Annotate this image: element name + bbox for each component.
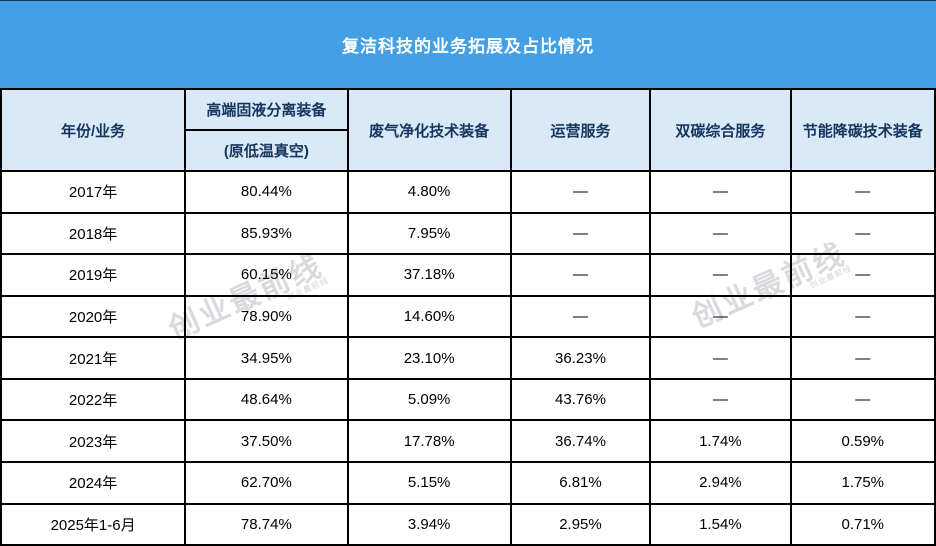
header-solid-liquid-separation: 高端固液分离装备 (原低温真空) [186,90,349,170]
table-row: 2017年 80.44% 4.80% — — — [2,172,934,214]
value-cell: — [512,296,652,337]
value-cell: 5.09% [349,379,512,420]
table-row: 2018年 85.93% 7.95% — — — [2,213,934,256]
value-cell: 3.94% [349,504,512,545]
table-row: 2023年 37.50% 17.78% 36.74% 1.74% 0.59% [2,421,934,463]
value-cell: — [651,338,792,378]
value-cell: 1.74% [651,421,792,461]
value-cell: — [651,296,792,337]
value-cell: — [855,183,871,201]
value-cell: 23.10% [349,338,512,378]
value-cell: — [512,255,652,295]
header-solid-liquid-separation-line1: 高端固液分离装备 [186,90,347,131]
value-cell: 14.60% [349,296,512,337]
value-cell: 43.76% [512,379,652,420]
value-cell: 80.44% [186,172,349,212]
table-row: 2019年 60.15% 37.18% — — — [2,255,934,297]
page-title: 复洁科技的业务拓展及占比情况 [342,37,594,56]
table-row: 2024年 62.70% 5.15% 6.81% 2.94% 1.75% [2,462,934,505]
table-row: 2020年 78.90% 14.60% — — — [2,296,934,339]
value-cell: 85.93% [186,213,349,254]
value-cell: 48.64% [186,379,349,420]
year-cell: 2018年 [2,213,187,254]
value-cell: — [855,391,871,409]
value-cell: — [855,224,871,242]
value-cell: — [651,255,792,295]
header-operation-services: 运营服务 [511,90,652,170]
year-cell: 2022年 [2,379,187,420]
value-cell: 62.70% [186,462,349,503]
value-cell: 60.15% [186,255,349,295]
year-cell: 2020年 [2,296,187,337]
header-year-business: 年份/业务 [2,90,187,170]
value-cell: 0.71% [841,515,885,533]
table-row: 2021年 34.95% 23.10% 36.23% — — [2,338,934,380]
year-cell: 2023年 [2,421,187,461]
value-cell: — [855,266,871,284]
year-cell: 2021年 [2,338,187,378]
value-cell: — [855,307,871,325]
table-row: 2025年1-6月 78.74% 3.94% 2.95% 1.54% 0.71% [2,504,934,545]
value-cell: 2.94% [651,462,792,503]
value-cell: 4.80% [349,172,512,212]
value-cell: 5.15% [349,462,512,503]
value-cell: — [855,349,871,367]
year-cell: 2025年1-6月 [2,504,187,545]
header-energy-saving-equipment: 节能降碳技术装备 [791,90,934,170]
value-cell: 2.95% [512,504,652,545]
title-bar: 复洁科技的业务拓展及占比情况 [0,0,936,88]
value-cell: 0.59% [841,432,885,450]
value-cell: 78.90% [186,296,349,337]
table-row: 2022年 48.64% 5.09% 43.76% — — [2,379,934,422]
value-cell: 37.50% [186,421,349,461]
value-cell: 1.75% [841,474,885,492]
value-cell: 34.95% [186,338,349,378]
year-cell: 2024年 [2,462,187,503]
value-cell: — [512,172,652,212]
header-gas-purification: 废气净化技术装备 [348,90,512,170]
table-header-row: 年份/业务 高端固液分离装备 (原低温真空) 废气净化技术装备 运营服务 双碳综… [2,90,934,172]
year-cell: 2019年 [2,255,187,295]
value-cell: 78.74% [186,504,349,545]
value-cell: — [651,172,792,212]
value-cell: 37.18% [349,255,512,295]
year-cell: 2017年 [2,172,187,212]
value-cell: — [651,379,792,420]
value-cell: — [651,213,792,254]
value-cell: 1.54% [651,504,792,545]
value-cell: 6.81% [512,462,652,503]
value-cell: — [512,213,652,254]
value-cell: 17.78% [349,421,512,461]
data-table: 年份/业务 高端固液分离装备 (原低温真空) 废气净化技术装备 运营服务 双碳综… [0,88,936,546]
value-cell: 7.95% [349,213,512,254]
value-cell: 36.74% [512,421,652,461]
value-cell: 36.23% [512,338,652,378]
header-solid-liquid-separation-line2: (原低温真空) [223,143,309,160]
header-dual-carbon-services: 双碳综合服务 [651,90,792,170]
